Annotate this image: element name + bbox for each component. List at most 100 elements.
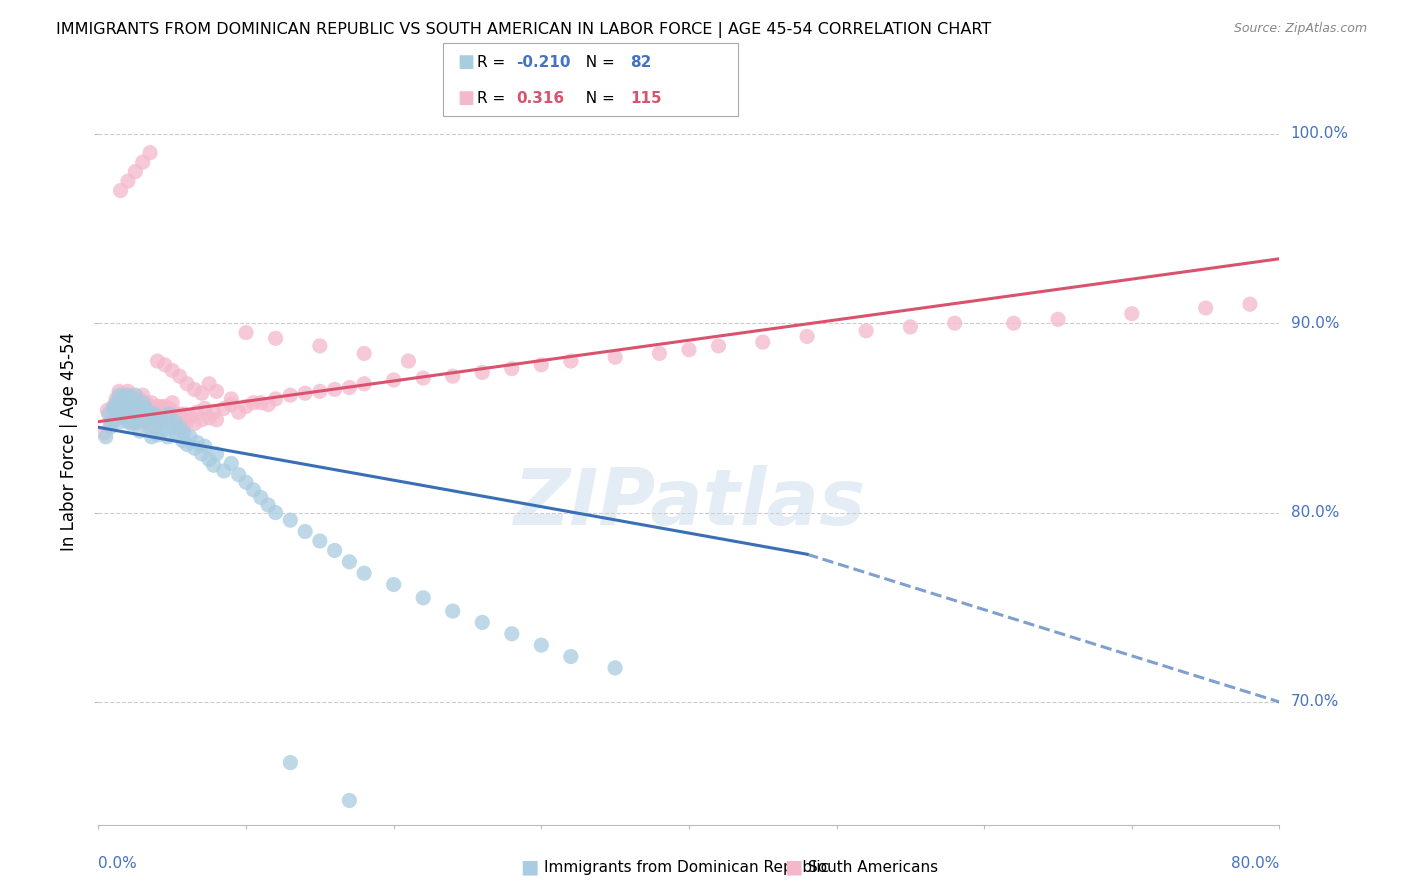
Point — [173, 425, 195, 440]
Point — [242, 483, 264, 497]
Point — [382, 831, 405, 846]
Point — [205, 384, 228, 399]
Point — [257, 498, 280, 512]
Point — [135, 395, 157, 409]
Point — [135, 401, 157, 416]
Point — [353, 566, 375, 581]
Point — [242, 395, 264, 409]
Point — [105, 392, 128, 406]
Point — [124, 401, 146, 416]
Point — [141, 430, 163, 444]
Point — [501, 627, 523, 641]
Point — [1121, 307, 1143, 321]
Point — [796, 329, 818, 343]
Point — [121, 413, 143, 427]
Point — [166, 428, 188, 442]
Point — [1239, 297, 1261, 311]
Point — [120, 400, 142, 414]
Point — [110, 410, 132, 425]
Point — [152, 401, 174, 416]
Point — [117, 401, 139, 416]
Point — [136, 407, 159, 421]
Point — [117, 415, 139, 429]
Point — [129, 405, 152, 419]
Text: 70.0%: 70.0% — [1291, 695, 1339, 709]
Text: 82: 82 — [630, 55, 651, 70]
Text: Source: ZipAtlas.com: Source: ZipAtlas.com — [1233, 22, 1367, 36]
Point — [169, 407, 191, 421]
Text: ■: ■ — [785, 857, 803, 877]
Point — [150, 424, 173, 438]
Point — [280, 388, 302, 402]
Point — [560, 354, 582, 368]
Point — [115, 388, 138, 402]
Point — [221, 392, 243, 406]
Point — [162, 363, 183, 377]
Point — [112, 405, 135, 419]
Point — [96, 403, 118, 417]
Point — [194, 439, 217, 453]
Point — [97, 407, 120, 421]
Point — [103, 410, 125, 425]
Point — [136, 415, 159, 429]
Point — [179, 430, 201, 444]
Point — [228, 467, 250, 482]
Point — [166, 420, 188, 434]
Point — [139, 405, 162, 419]
Point — [176, 437, 198, 451]
Point — [128, 424, 150, 438]
Point — [132, 395, 155, 409]
Point — [412, 371, 434, 385]
Point — [125, 395, 148, 409]
Point — [176, 376, 198, 391]
Text: 0.0%: 0.0% — [98, 855, 138, 871]
Point — [339, 555, 361, 569]
Text: 100.0%: 100.0% — [1291, 127, 1348, 141]
Point — [165, 407, 187, 421]
Point — [157, 407, 180, 421]
Point — [169, 420, 191, 434]
Point — [212, 464, 235, 478]
Point — [412, 591, 434, 605]
Point — [198, 410, 221, 425]
Point — [173, 407, 195, 421]
Point — [149, 400, 172, 414]
Point — [294, 386, 316, 401]
Point — [191, 413, 214, 427]
Point — [501, 361, 523, 376]
Point — [205, 413, 228, 427]
Point — [110, 401, 132, 416]
Point — [250, 491, 273, 505]
Point — [146, 428, 169, 442]
Point — [441, 369, 464, 384]
Point — [441, 604, 464, 618]
Text: ■: ■ — [457, 89, 474, 107]
Point — [165, 415, 187, 429]
Point — [107, 405, 129, 419]
Point — [118, 410, 141, 425]
Text: ■: ■ — [457, 54, 474, 71]
Y-axis label: In Labor Force | Age 45-54: In Labor Force | Age 45-54 — [60, 332, 79, 551]
Point — [530, 638, 553, 652]
Point — [191, 386, 214, 401]
Text: N =: N = — [576, 91, 620, 105]
Point — [1002, 316, 1025, 330]
Point — [323, 543, 346, 558]
Point — [900, 320, 922, 334]
Point — [228, 405, 250, 419]
Point — [114, 410, 136, 425]
Text: 0.316: 0.316 — [516, 91, 564, 105]
Point — [128, 392, 150, 406]
Point — [122, 392, 145, 406]
Point — [132, 401, 155, 416]
Point — [122, 407, 145, 421]
Text: South Americans: South Americans — [808, 860, 939, 874]
Point — [221, 456, 243, 470]
Point — [156, 430, 179, 444]
Point — [120, 417, 142, 431]
Point — [280, 513, 302, 527]
Point — [235, 475, 257, 490]
Point — [221, 398, 243, 412]
Point — [176, 415, 198, 429]
Point — [198, 376, 221, 391]
